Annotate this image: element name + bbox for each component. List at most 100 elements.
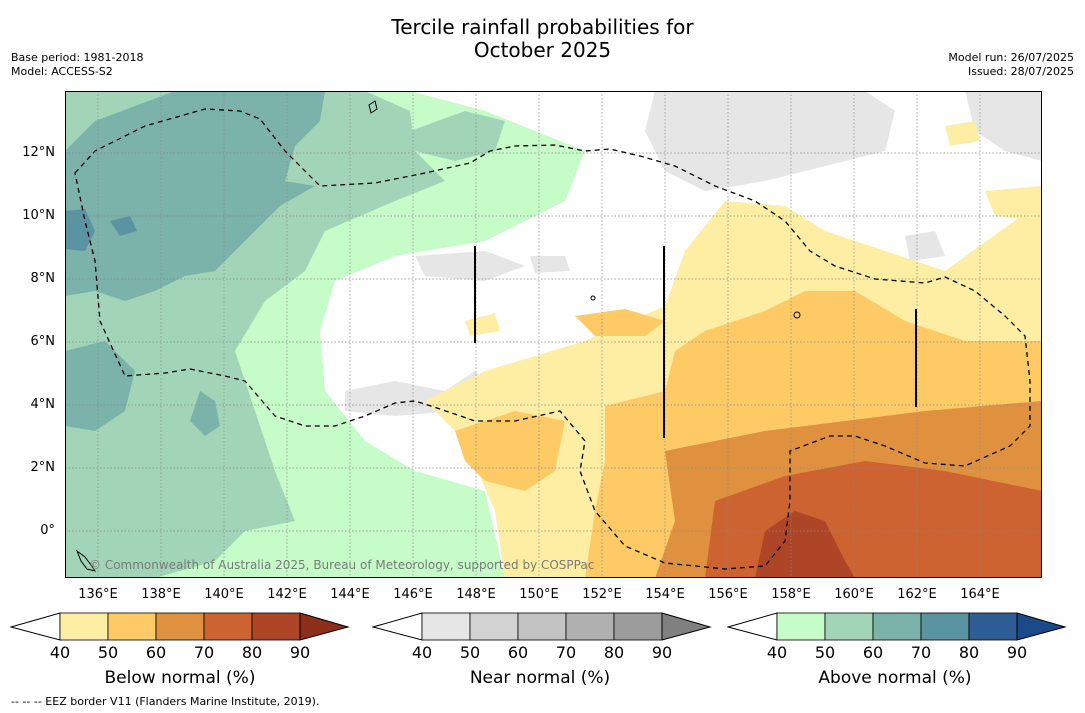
lon-label: 142°E (267, 587, 307, 602)
above-normal-60-70-region (65, 341, 135, 431)
above-colorbar-over-triangle (1016, 612, 1067, 641)
colorbar-tick-label: 80 (958, 643, 980, 662)
island-pohnpei (793, 311, 801, 319)
lat-label: 8°N (30, 271, 56, 286)
below-colorbar-over-triangle (299, 612, 350, 641)
below-normal-40-50-region (985, 186, 1042, 221)
marker-lines (474, 246, 917, 438)
near-normal-label: Near normal (%) (469, 668, 611, 688)
base-period: Base period: 1981-2018 (11, 51, 144, 64)
lon-label: 162°E (897, 587, 937, 602)
island-outlines (75, 100, 801, 572)
near-colorbar-over-triangle (661, 612, 712, 641)
map-grid (65, 91, 1042, 578)
colorbar-tick-label: 70 (910, 643, 932, 662)
issued-date: Issued: 28/07/2025 (967, 65, 1074, 78)
lon-label: 146°E (393, 587, 433, 602)
near-normal-40-50-region (530, 256, 570, 273)
below-normal-40-50-region (465, 313, 500, 336)
map-title-line2: October 2025 (473, 38, 612, 62)
above-normal-70-80-region (110, 216, 137, 236)
colorbar-tick-label: 70 (193, 643, 215, 662)
island-chuuk (590, 295, 596, 301)
lon-label: 154°E (645, 587, 685, 602)
below-colorbar-segment (107, 612, 157, 641)
below-normal-40-50-region (945, 121, 980, 146)
lon-label: 152°E (582, 587, 622, 602)
near-normal-colorbar (372, 612, 712, 641)
near-colorbar-segment (469, 612, 519, 641)
lon-label: 160°E (834, 587, 874, 602)
colorbar-tick-label: 70 (555, 643, 577, 662)
below-colorbar-segment (203, 612, 253, 641)
eez-footnote: -- -- -- EEZ border V11 (Flanders Marine… (11, 695, 320, 708)
colorbar-tick-label: 90 (651, 643, 673, 662)
lon-label: 156°E (708, 587, 748, 602)
below-normal-colorbar (10, 612, 350, 641)
above-colorbar-segment (872, 612, 922, 641)
near-colorbar-segment (565, 612, 615, 641)
below-normal-50-60-region (575, 309, 665, 336)
colorbar-tick-label: 80 (603, 643, 625, 662)
colorbar-tick-label: 50 (814, 643, 836, 662)
colorbar-tick-label: 50 (459, 643, 481, 662)
lat-label: 12°N (22, 145, 55, 160)
lat-label: 6°N (30, 334, 56, 349)
lon-label: 140°E (204, 587, 244, 602)
near-normal-40-50-region (905, 231, 945, 261)
colorbar-tick-label: 40 (411, 643, 433, 662)
below-colorbar-segment (59, 612, 109, 641)
colorbar-tick-label: 50 (97, 643, 119, 662)
above-normal-label: Above normal (%) (818, 668, 972, 688)
lon-label: 136°E (78, 587, 118, 602)
colorbar-tick-label: 40 (49, 643, 71, 662)
eez-border-lines (74, 108, 1031, 570)
lon-label: 150°E (519, 587, 559, 602)
above-colorbar-segment (824, 612, 874, 641)
above-colorbar-segment (776, 612, 826, 641)
below-normal-label: Below normal (%) (104, 668, 256, 688)
copyright-notice: © Commonwealth of Australia 2025, Bureau… (89, 558, 595, 572)
above-normal-60-70-region (65, 91, 325, 301)
above-normal-50-60-region (410, 111, 505, 161)
above-colorbar-under-triangle (727, 612, 778, 641)
above-colorbar-segment (968, 612, 1018, 641)
colorbar-tick-label: 60 (507, 643, 529, 662)
colorbar-tick-label: 60 (145, 643, 167, 662)
above-normal-60-70-region (190, 391, 220, 436)
eez-border-palau (74, 108, 1031, 570)
model-run: Model run: 26/07/2025 (948, 51, 1074, 64)
lat-label: 2°N (30, 460, 56, 475)
lat-label: 0° (40, 523, 55, 538)
lon-label: 148°E (456, 587, 496, 602)
near-colorbar-under-triangle (372, 612, 423, 641)
lon-label: 164°E (960, 587, 1000, 602)
map-frame (65, 91, 1042, 578)
colorbar-tick-label: 60 (862, 643, 884, 662)
lon-label: 144°E (330, 587, 370, 602)
near-colorbar-segment (613, 612, 663, 641)
above-normal-70-80-region (65, 209, 95, 251)
above-colorbar-segment (920, 612, 970, 641)
near-normal-40-50-region (645, 91, 895, 191)
lon-label: 158°E (771, 587, 811, 602)
near-normal-40-50-region (785, 136, 855, 166)
colorbar-tick-label: 90 (1006, 643, 1028, 662)
below-normal-80-90-region (755, 511, 855, 578)
rainfall-probability-map (65, 91, 1042, 578)
below-normal-50-60-region (455, 411, 565, 491)
near-normal-40-50-region (415, 251, 525, 281)
colorbar-tick-label: 90 (289, 643, 311, 662)
below-colorbar-under-triangle (10, 612, 61, 641)
colorbar-tick-label: 80 (241, 643, 263, 662)
near-colorbar-segment (421, 612, 471, 641)
below-colorbar-segment (251, 612, 301, 641)
map-title-line1: Tercile rainfall probabilities for (391, 15, 694, 39)
colorbar-tick-label: 40 (766, 643, 788, 662)
below-colorbar-segment (155, 612, 205, 641)
lat-label: 4°N (30, 397, 56, 412)
near-normal-40-50-region (965, 91, 1042, 161)
lat-label: 10°N (22, 208, 55, 223)
lon-label: 138°E (141, 587, 181, 602)
model-name: Model: ACCESS-S2 (11, 65, 113, 78)
